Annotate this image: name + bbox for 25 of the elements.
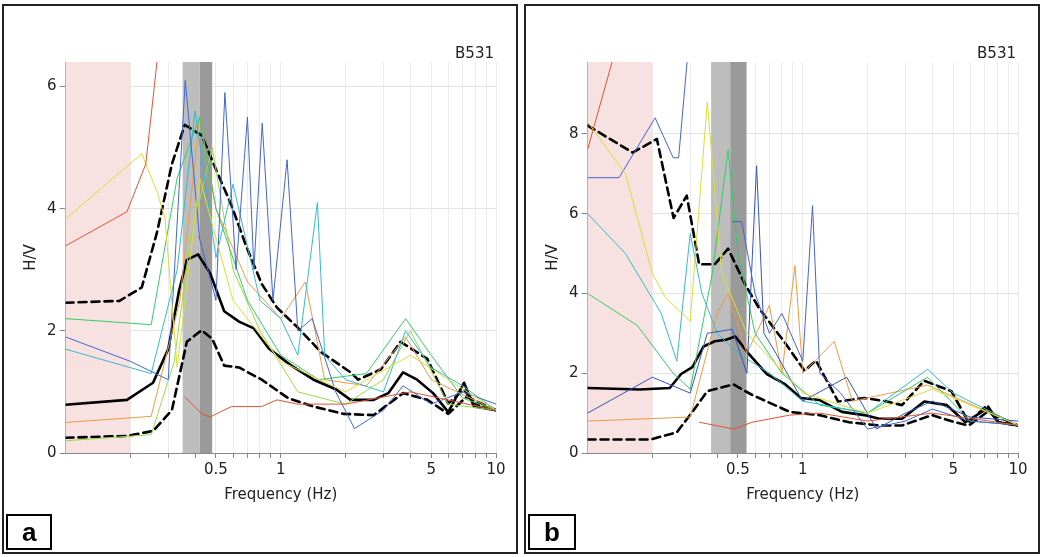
x-tick-label: 1: [798, 459, 808, 478]
y-tick-label: 2: [47, 320, 57, 339]
y-tick-label: 0: [569, 442, 579, 461]
annotation: B531: [455, 44, 494, 62]
x-tick-label: 0.5: [204, 459, 228, 478]
y-tick-label: 0: [47, 442, 57, 461]
text: a: [6, 514, 53, 550]
y-tick-label: 2: [569, 363, 579, 382]
y-axis-title: H/V: [20, 243, 39, 271]
x-tick-label: 10: [1008, 459, 1028, 478]
y-tick-label: 4: [47, 198, 57, 217]
x-tick-label: 1: [276, 459, 286, 478]
x-tick-label: 10: [486, 459, 506, 478]
x-tick-label: 5: [426, 459, 436, 478]
y-tick-label: 4: [569, 283, 579, 302]
x-tick-label: 0.5: [726, 459, 750, 478]
y-tick-label: 6: [569, 203, 579, 222]
y-tick-label: 6: [47, 76, 57, 95]
y-axis-title: H/V: [542, 243, 561, 271]
y-tick-label: 8: [569, 123, 579, 142]
annotation: B531: [977, 44, 1016, 62]
x-axis-title: Frequency (Hz): [224, 484, 338, 503]
text: b: [528, 514, 576, 550]
x-axis-title: Frequency (Hz): [746, 484, 860, 503]
x-tick-label: 5: [948, 459, 958, 478]
